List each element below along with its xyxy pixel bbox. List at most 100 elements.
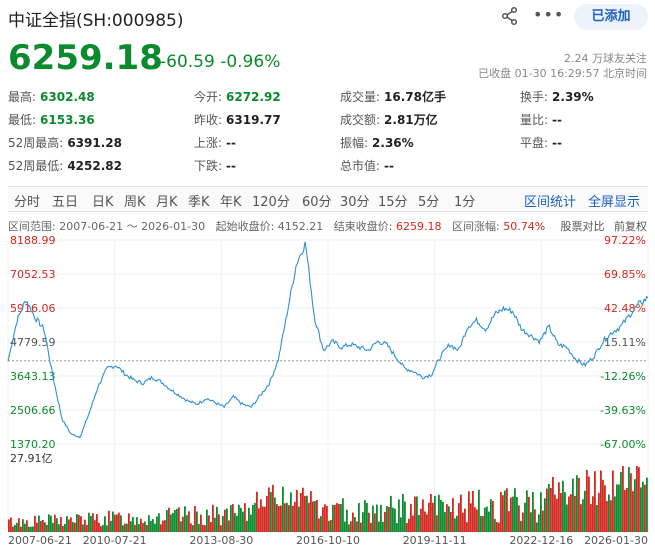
added-button[interactable]: 已添加 <box>574 4 648 30</box>
volume-bar <box>62 526 64 532</box>
volume-bar <box>466 522 468 532</box>
tab-分时[interactable]: 分时 <box>14 195 41 210</box>
volume-bar <box>94 520 96 532</box>
volume-bar <box>240 507 242 532</box>
volume-bar <box>404 501 406 532</box>
volume-bar <box>340 504 342 532</box>
followers-count[interactable]: 2.24 万球友关注 <box>564 52 647 65</box>
volume-bar <box>528 496 530 532</box>
stat-value: 2.39% <box>552 90 594 104</box>
volume-bar <box>278 506 280 532</box>
volume-bar <box>392 507 394 532</box>
tab-5分[interactable]: 5分 <box>418 195 440 210</box>
volume-bar <box>66 516 68 532</box>
volume-bar <box>612 470 614 532</box>
volume-bar <box>464 508 466 532</box>
volume-bar <box>426 514 428 532</box>
volume-bar <box>82 524 84 532</box>
volume-bar <box>606 501 608 532</box>
volume-bar <box>314 501 316 532</box>
volume-bar <box>204 525 206 532</box>
compare-button[interactable]: 股票对比 <box>560 220 605 233</box>
volume-bar <box>282 486 284 532</box>
tab-60分[interactable]: 60分 <box>302 195 332 210</box>
volume-bar <box>178 507 180 532</box>
volume-bar <box>276 504 278 532</box>
tab-15分[interactable]: 15分 <box>378 195 408 210</box>
volume-bar <box>532 492 534 532</box>
tab-年K[interactable]: 年K <box>220 195 242 210</box>
volume-bar <box>530 512 532 532</box>
stat-value: 6153.36 <box>40 113 95 127</box>
stat-value: 6391.28 <box>67 136 122 150</box>
tab-1分[interactable]: 1分 <box>454 195 476 210</box>
volume-bar <box>572 478 574 532</box>
volume-bar <box>478 489 480 532</box>
x-tick: 2013-08-30 <box>189 534 253 547</box>
start-close-label: 起始收盘价: <box>215 220 275 233</box>
volume-bar <box>262 506 264 532</box>
volume-bar <box>192 525 194 532</box>
volume-bar <box>566 504 568 532</box>
volume-bar <box>510 497 512 532</box>
volume-bar <box>618 484 620 532</box>
volume-bar <box>400 517 402 532</box>
volume-bar <box>128 513 130 532</box>
volume-bar <box>382 521 384 532</box>
more-icon[interactable]: ••• <box>533 5 565 24</box>
stat-label: 振幅: <box>340 136 369 150</box>
volume-bar <box>38 515 40 532</box>
volume-bar <box>222 516 224 532</box>
volume-bar <box>18 518 20 532</box>
end-close-value: 6259.18 <box>396 220 442 233</box>
volume-bar <box>298 506 300 532</box>
volume-bar <box>626 488 628 532</box>
volume-bar <box>136 517 138 532</box>
stat-item: 成交量: 16.78亿手 <box>340 88 446 105</box>
volume-bar <box>484 507 486 532</box>
stat-item: 52周最高: 6391.28 <box>8 134 122 151</box>
volume-bar <box>86 525 88 532</box>
volume-bar <box>514 488 516 532</box>
volume-bar <box>344 521 346 532</box>
tab-周K[interactable]: 周K <box>124 195 146 210</box>
x-tick: 2026-01-30 <box>584 534 648 547</box>
volume-bar <box>112 511 114 532</box>
volume-bar <box>336 503 338 532</box>
volume-bar <box>210 522 212 532</box>
volume-bar <box>140 518 142 532</box>
price-chart[interactable]: 8188.99 97.22%7052.53 69.85%5916.06 42.48%4… <box>0 232 655 551</box>
share-icon[interactable] <box>500 6 520 26</box>
stat-item: 换手: 2.39% <box>520 88 594 105</box>
stat-label: 总市值: <box>340 159 381 173</box>
tab-季K[interactable]: 季K <box>188 195 210 210</box>
volume-bar <box>46 524 48 532</box>
tab-五日[interactable]: 五日 <box>52 195 79 210</box>
volume-bar <box>550 488 552 532</box>
range-stats-button[interactable]: 区间统计 <box>524 195 577 210</box>
volume-bar <box>556 498 558 532</box>
volume-bar <box>538 514 540 532</box>
volume-bar <box>394 508 396 532</box>
tab-日K[interactable]: 日K <box>92 195 114 210</box>
volume-bar <box>326 505 328 532</box>
volume-bar <box>118 512 120 532</box>
volume-bar <box>88 512 90 532</box>
volume-bar <box>586 470 588 532</box>
volume-bar <box>160 524 162 532</box>
volume-bar <box>414 496 416 532</box>
volume-bar <box>294 501 296 532</box>
tab-120分[interactable]: 120分 <box>252 195 290 210</box>
tab-30分[interactable]: 30分 <box>340 195 370 210</box>
tab-月K[interactable]: 月K <box>156 195 178 210</box>
adjust-button[interactable]: 前复权 <box>614 220 647 233</box>
stat-item: 振幅: 2.36% <box>340 134 414 151</box>
volume-bar <box>312 501 314 532</box>
volume-bar <box>360 522 362 532</box>
volume-bar <box>232 504 234 532</box>
volume-bar <box>16 522 18 532</box>
stat-label: 上涨: <box>194 136 223 150</box>
volume-bar <box>334 504 336 532</box>
fullscreen-button[interactable]: 全屏显示 <box>588 195 641 210</box>
stat-item: 最低: 6153.36 <box>8 111 95 128</box>
